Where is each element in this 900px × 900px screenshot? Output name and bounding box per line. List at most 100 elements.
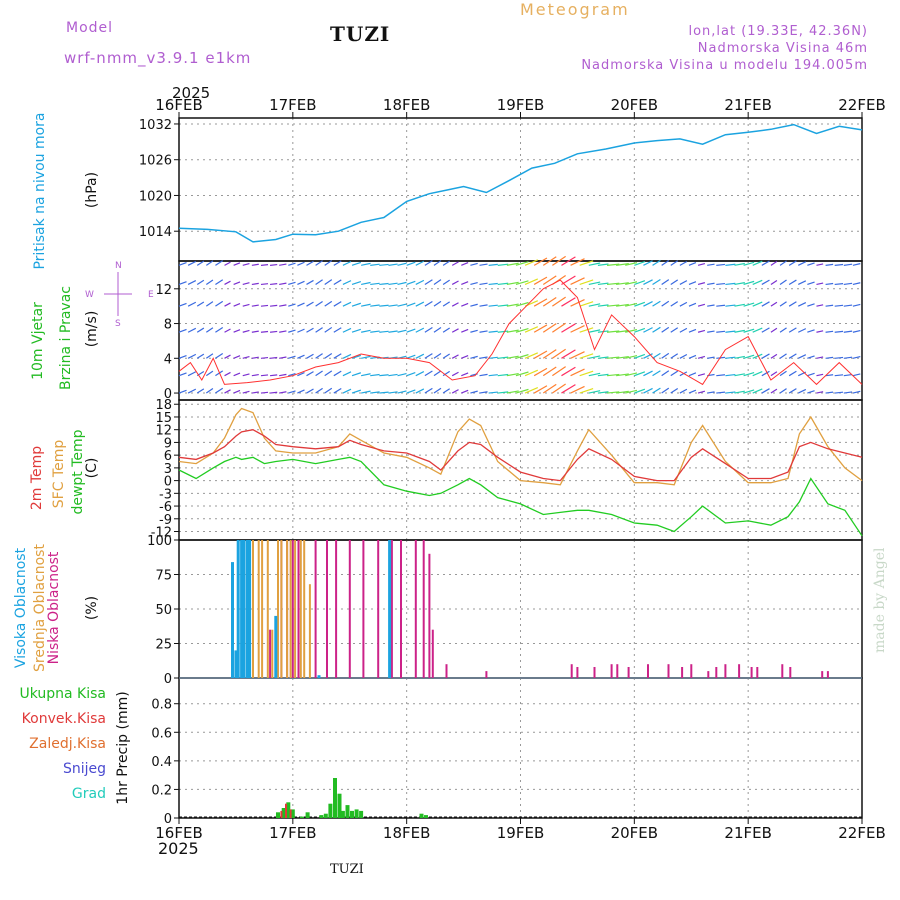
wind-barb [597,282,609,286]
y-tick-label: 0 [164,475,172,490]
wind-barb [542,366,557,377]
wind-barb [588,390,601,394]
pressure-line [178,123,863,243]
wind-barb [679,327,688,333]
wind-barb [616,329,629,333]
wind-barb [224,389,231,394]
y-tick-label: 0.4 [151,755,172,770]
wind-barb [333,353,342,359]
wind-barb [297,261,305,266]
wind-barb [506,390,519,394]
wind-barb [688,389,697,394]
wind-barb [834,391,844,394]
wind-barb [279,263,287,266]
y-tick-label: 9 [164,436,172,451]
conv-precip-bar [285,803,287,818]
wind-barb [634,280,646,286]
wind-barb [288,355,296,359]
wind-barb [570,298,585,307]
wind-barb [797,388,807,394]
wind-barb [397,281,407,286]
wind-barb [797,280,807,285]
wind-barb [224,280,231,285]
wind-barb [743,372,755,377]
wind-barb [716,356,726,359]
wind-barb [187,353,197,359]
wind-barb [533,367,548,377]
y-tick-label: 3 [164,462,172,477]
wind-barb [707,330,715,333]
wind-barb [770,353,778,359]
wind-barb [269,391,278,394]
low-cloud-bar [431,629,434,678]
wind-barb [233,355,241,359]
wind-barb [661,259,670,266]
wind-barb [388,282,398,286]
wind-barb [697,390,706,394]
wind-barb [233,329,241,333]
wind-barb [515,371,529,377]
wind-barb [442,388,450,394]
x-tick-label-bottom: 18FEB [383,824,430,842]
mid-cloud-bar [266,540,269,678]
wind-barb [479,304,488,307]
wind-barb [852,356,861,359]
wind-barb [661,279,670,285]
wind-barb [251,356,259,359]
wind-barb [852,303,861,307]
wind-barb [652,326,661,333]
wind-barb [561,297,576,307]
x-tick-label-top: 18FEB [383,96,430,114]
wind-barb [288,329,296,333]
wind-barb [451,328,459,333]
wind-compass-icon: N W E S [85,261,154,328]
wind-barb [697,282,706,286]
wind-barb [743,328,755,333]
wind-barb [397,262,407,266]
wind-barb [361,373,371,377]
wind-barb [370,263,380,266]
wind-barb [524,369,539,377]
wind-barb [297,328,305,333]
wind-barb [342,280,352,285]
wind-barb [688,354,697,359]
total-precip-bar [419,813,424,818]
wind-barb [479,391,488,394]
wind-barb [825,282,834,286]
wind-barb [297,302,305,307]
wind-barb [834,263,844,266]
wind-barb [269,304,278,307]
wind-barb [351,280,362,286]
wind-barb [342,260,352,266]
wind-barb [734,262,745,266]
low-cloud-bar [821,671,824,678]
wind-barb [542,275,557,285]
low-cloud-bar [826,671,829,678]
wind-barb [679,388,688,394]
low-cloud-bar [326,540,328,678]
wind-barb [552,296,566,307]
wind-barb [688,281,697,286]
wind-barb [542,256,557,266]
wind-barb [260,304,269,307]
wind-barb [488,282,498,286]
high-cloud-bar [248,540,252,678]
wind-barb [752,260,763,266]
wind-barb [679,353,688,359]
wind-barb [616,262,629,266]
wind-barb [752,370,763,377]
wind-barb [251,391,259,394]
wind-barb [515,327,529,333]
wind-barb [279,356,287,359]
wind-barb [433,353,442,359]
wind-barb [597,263,609,266]
wind-barb [361,262,371,266]
wind-barb [697,373,706,377]
total-precip-bar [328,803,333,818]
wind-barb [379,391,389,394]
x-tick-label-bottom: 16FEB [155,824,202,842]
low-cloud-bar [485,671,488,678]
legend-frz-precip: Zaledj.Kisa [29,736,106,752]
wind-barb [797,328,807,333]
wind-barb [269,356,278,359]
